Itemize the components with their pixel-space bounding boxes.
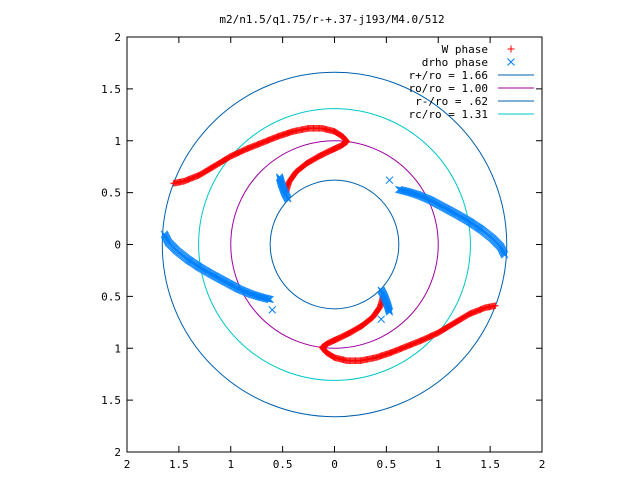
y-tick-label-3: 0.5 [101,187,121,200]
series-0-arm-1 [318,293,499,364]
point-1-0-106 [265,295,273,303]
series-1-arm-1 [395,185,509,259]
y-tick-label-0: 2 [114,31,121,44]
y-tick-label-6: 1 [114,342,121,355]
axis-ticks: 2 1.5 1 0.5 0 0.5 1 1.5 221.510.500.511.52 [101,31,545,471]
legend-label-3: ro/ro = 1.00 [409,82,488,95]
outlier-1-2 [377,315,386,324]
x-tick-label-6: 1 [435,458,442,471]
circle-2 [269,179,400,310]
point-1-1-107 [395,185,403,194]
outlier-1-0 [268,306,277,314]
point-1-0-107 [266,295,274,304]
point-1-1-105 [397,186,405,194]
data-series [160,125,509,364]
x-tick-label-7: 1.5 [480,458,500,471]
series-1-arm-0 [160,230,274,304]
point-1-1-106 [396,186,404,194]
point-1-3-20 [385,307,393,315]
y-tick-label-4: 0 [114,239,121,252]
series-1-arm-2 [275,173,292,203]
legend-marker-0 [507,45,515,53]
x-tick-label-8: 2 [539,458,546,471]
x-tick-label-0: 2 [124,458,131,471]
x-tick-label-2: 1 [227,458,234,471]
point-1-3-19 [385,306,393,314]
point-1-0-105 [264,295,272,303]
legend-label-5: rc/ro = 1.31 [409,108,488,121]
legend-label-0: W phase [442,43,488,56]
reference-circles [161,71,508,418]
outlier-1-1 [385,176,394,185]
y-tick-label-5: 0.5 [101,290,121,303]
legend-label-2: r+/ro = 1.66 [409,69,488,82]
legend-label-1: drho phase [422,56,488,69]
legend-label-4: r-/ro = .62 [415,95,488,108]
x-tick-label-5: 0.5 [376,458,396,471]
circle-1 [230,140,439,349]
series-0 [170,125,499,364]
y-tick-label-2: 1 [114,135,121,148]
circle-3 [198,108,471,381]
legend-marker-1 [507,58,515,66]
x-tick-label-4: 0 [331,458,338,471]
x-tick-label-1: 1.5 [169,458,189,471]
series-0-arm-0 [170,125,351,196]
y-tick-label-7: 1.5 [101,394,121,407]
y-tick-label-1: 1.5 [101,83,121,96]
x-tick-label-3: 0.5 [273,458,293,471]
series-1 [160,173,509,324]
series-1-arm-3 [377,286,394,316]
point-1-2-21 [284,195,292,203]
circle-0 [161,71,508,418]
point-1-3-21 [385,308,394,316]
y-tick-label-8: 2 [114,446,121,459]
chart-title: m2/n1.5/q1.75/r-+.37-j193/M4.0/512 [219,13,444,26]
